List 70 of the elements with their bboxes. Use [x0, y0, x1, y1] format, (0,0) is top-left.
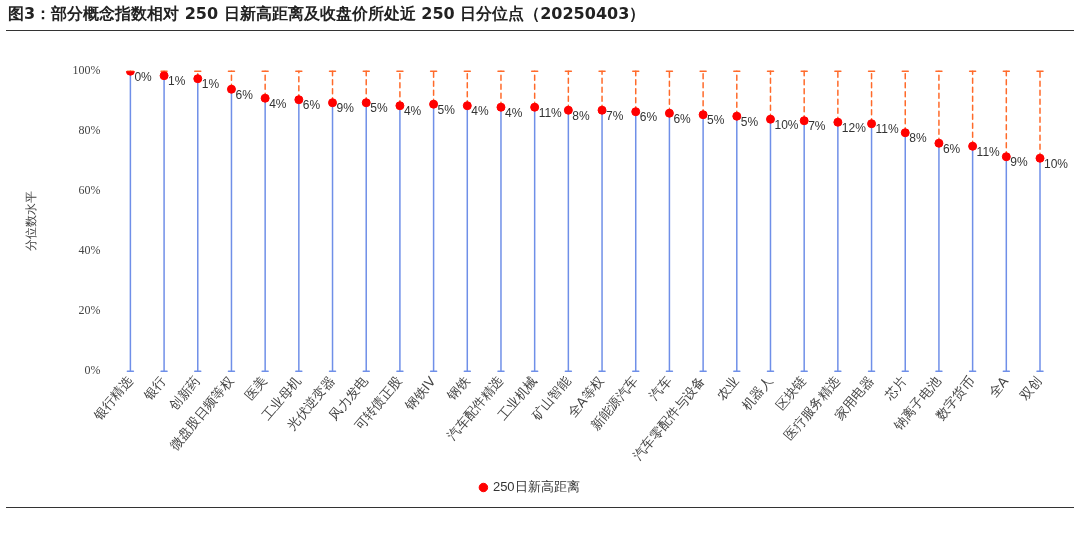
- annotation: 11%: [976, 144, 1001, 159]
- point: [328, 98, 338, 108]
- annotation: 8%: [909, 131, 927, 146]
- point: [395, 101, 405, 111]
- annotation: 5%: [740, 114, 759, 129]
- point: [563, 105, 573, 115]
- annotation: 4%: [269, 96, 287, 111]
- point: [530, 102, 540, 112]
- y-tick-label: 40%: [78, 243, 101, 258]
- point: [1035, 153, 1045, 163]
- point: [765, 114, 775, 124]
- point: [429, 99, 439, 109]
- annotation: 12%: [841, 120, 867, 135]
- point: [833, 117, 843, 127]
- y-axis-title: 分位数水平: [23, 191, 38, 252]
- annotation: 5%: [707, 113, 725, 128]
- point: [799, 116, 809, 126]
- point: [900, 128, 910, 138]
- legend-label: 250日新高距离: [492, 479, 580, 495]
- annotation: 6%: [942, 141, 961, 156]
- point: [260, 93, 270, 103]
- annotation: 4%: [504, 105, 523, 120]
- annotation: 10%: [1044, 156, 1069, 171]
- annotation: 6%: [673, 111, 692, 126]
- point: [597, 105, 607, 115]
- point: [496, 102, 506, 112]
- y-tick-label: 80%: [78, 123, 101, 138]
- x-tick-label: 医美: [241, 373, 271, 404]
- x-tick-label: 全A: [985, 373, 1012, 401]
- x-tick-label: 银行: [140, 373, 169, 405]
- chart-title: 图3：部分概念指数相对 250 日新高距离及收盘价所处近 250 日分位点（20250403）: [8, 4, 646, 25]
- y-tick-label: 100%: [72, 63, 101, 78]
- point: [732, 111, 742, 121]
- annotation: 11%: [875, 122, 900, 137]
- annotation: 4%: [471, 104, 489, 119]
- point: [968, 141, 978, 151]
- x-tick-label: 钢铁: [443, 373, 473, 405]
- annotation: 1%: [168, 74, 186, 89]
- annotation: 7%: [606, 108, 624, 123]
- annotation: 6%: [302, 98, 321, 113]
- x-tick-label: 汽车: [646, 373, 675, 404]
- annotation: 5%: [370, 101, 388, 116]
- annotation: 6%: [639, 110, 658, 125]
- point: [664, 108, 674, 118]
- annotation: 5%: [437, 102, 456, 117]
- annotation: 11%: [538, 105, 563, 120]
- point: [698, 110, 708, 120]
- point: [462, 101, 472, 111]
- point: [934, 138, 944, 148]
- annotation: 6%: [235, 87, 254, 102]
- annotation: 0%: [134, 69, 153, 84]
- point: [159, 71, 169, 81]
- annotation: 7%: [808, 119, 826, 134]
- point: [1001, 152, 1011, 162]
- point: [631, 107, 641, 117]
- point: [294, 95, 304, 105]
- y-tick-label: 20%: [78, 303, 101, 318]
- annotation: 1%: [201, 77, 220, 92]
- point: [193, 74, 203, 84]
- annotation: 9%: [1010, 155, 1028, 170]
- x-tick-label: 芯片: [881, 373, 911, 405]
- annotation: 9%: [336, 101, 355, 116]
- annotation: 8%: [572, 108, 591, 123]
- y-tick-label: 60%: [78, 183, 101, 198]
- x-tick-label: 双创: [1016, 373, 1045, 404]
- point: [226, 84, 236, 94]
- point: [867, 119, 877, 129]
- annotation: 10%: [774, 117, 799, 132]
- annotation: 4%: [403, 104, 422, 119]
- point: [361, 98, 371, 108]
